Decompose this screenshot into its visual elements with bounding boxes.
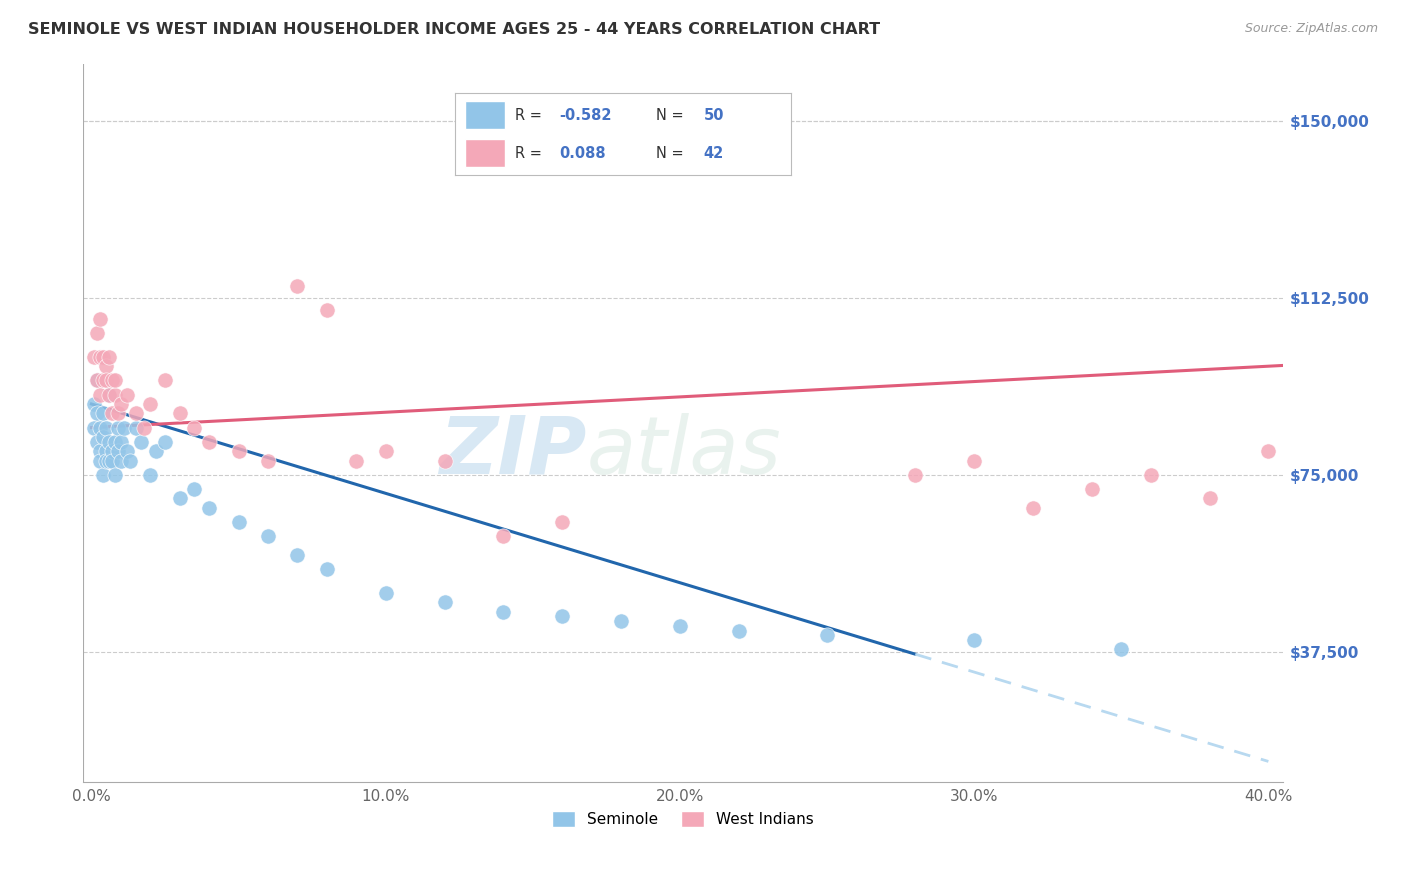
Point bbox=[89, 444, 111, 458]
Point bbox=[183, 420, 205, 434]
Point bbox=[98, 387, 121, 401]
Point bbox=[131, 434, 153, 449]
Point bbox=[104, 467, 127, 482]
Point bbox=[118, 453, 141, 467]
Point bbox=[104, 434, 127, 449]
Point bbox=[145, 444, 167, 458]
Point bbox=[139, 397, 162, 411]
Point bbox=[110, 434, 132, 449]
Point bbox=[83, 350, 105, 364]
Point bbox=[433, 595, 456, 609]
Point bbox=[107, 420, 129, 434]
Point bbox=[610, 614, 633, 628]
Point bbox=[107, 406, 129, 420]
Point bbox=[89, 453, 111, 467]
Point bbox=[374, 586, 396, 600]
Point bbox=[89, 312, 111, 326]
Point bbox=[1198, 491, 1220, 506]
Point bbox=[492, 605, 515, 619]
Text: Source: ZipAtlas.com: Source: ZipAtlas.com bbox=[1244, 22, 1378, 36]
Text: atlas: atlas bbox=[586, 413, 782, 491]
Point bbox=[115, 387, 138, 401]
Point bbox=[257, 453, 280, 467]
Point bbox=[963, 633, 986, 648]
Point bbox=[492, 529, 515, 543]
Point bbox=[257, 529, 280, 543]
Point bbox=[287, 548, 309, 562]
Point bbox=[815, 628, 838, 642]
Point bbox=[110, 397, 132, 411]
Point bbox=[115, 444, 138, 458]
Point bbox=[112, 420, 135, 434]
Point bbox=[110, 453, 132, 467]
Point bbox=[669, 619, 692, 633]
Point bbox=[86, 434, 108, 449]
Point bbox=[91, 467, 114, 482]
Point bbox=[1022, 500, 1045, 515]
Point bbox=[134, 420, 156, 434]
Point bbox=[89, 420, 111, 434]
Point bbox=[963, 453, 986, 467]
Point bbox=[315, 302, 337, 317]
Point bbox=[94, 359, 117, 374]
Point bbox=[94, 453, 117, 467]
Point bbox=[83, 420, 105, 434]
Point bbox=[551, 515, 574, 529]
Point bbox=[169, 406, 191, 420]
Text: SEMINOLE VS WEST INDIAN HOUSEHOLDER INCOME AGES 25 - 44 YEARS CORRELATION CHART: SEMINOLE VS WEST INDIAN HOUSEHOLDER INCO… bbox=[28, 22, 880, 37]
Point bbox=[374, 444, 396, 458]
Point bbox=[315, 562, 337, 576]
Point bbox=[98, 350, 121, 364]
Point bbox=[94, 420, 117, 434]
Point bbox=[287, 279, 309, 293]
Text: ZIP: ZIP bbox=[440, 413, 586, 491]
Point bbox=[98, 434, 121, 449]
Legend: Seminole, West Indians: Seminole, West Indians bbox=[544, 804, 821, 835]
Point bbox=[94, 444, 117, 458]
Point bbox=[104, 387, 127, 401]
Point bbox=[101, 453, 124, 467]
Point bbox=[153, 434, 176, 449]
Point bbox=[551, 609, 574, 624]
Point bbox=[169, 491, 191, 506]
Point bbox=[94, 373, 117, 387]
Point bbox=[101, 444, 124, 458]
Point bbox=[83, 397, 105, 411]
Point bbox=[124, 406, 146, 420]
Point bbox=[89, 350, 111, 364]
Point bbox=[228, 444, 250, 458]
Point bbox=[183, 482, 205, 496]
Point bbox=[107, 444, 129, 458]
Point bbox=[98, 453, 121, 467]
Point bbox=[86, 326, 108, 340]
Point bbox=[1109, 642, 1132, 657]
Point bbox=[101, 373, 124, 387]
Point bbox=[91, 373, 114, 387]
Point bbox=[344, 453, 367, 467]
Point bbox=[904, 467, 927, 482]
Point bbox=[91, 406, 114, 420]
Point bbox=[1257, 444, 1279, 458]
Point bbox=[86, 406, 108, 420]
Point bbox=[91, 430, 114, 444]
Point bbox=[101, 406, 124, 420]
Point bbox=[433, 453, 456, 467]
Point bbox=[1081, 482, 1104, 496]
Point bbox=[104, 373, 127, 387]
Point bbox=[153, 373, 176, 387]
Point bbox=[198, 500, 221, 515]
Point bbox=[86, 373, 108, 387]
Point bbox=[139, 467, 162, 482]
Point bbox=[86, 373, 108, 387]
Point bbox=[727, 624, 749, 638]
Point bbox=[89, 387, 111, 401]
Point bbox=[91, 350, 114, 364]
Point bbox=[124, 420, 146, 434]
Point bbox=[1139, 467, 1161, 482]
Point bbox=[98, 387, 121, 401]
Point bbox=[228, 515, 250, 529]
Point bbox=[198, 434, 221, 449]
